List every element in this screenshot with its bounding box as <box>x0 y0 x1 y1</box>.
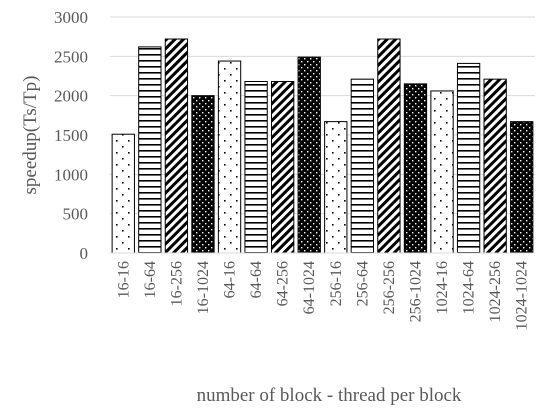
bar-1024-1024 <box>510 121 534 254</box>
bar-1024-16 <box>430 90 454 254</box>
y-tick-label: 0 <box>80 244 89 263</box>
y-axis-ticks: 0 500 1000 1500 2000 2500 3000 <box>54 8 88 263</box>
bar-1024-64 <box>456 62 481 254</box>
y-tick-label: 1500 <box>54 126 88 145</box>
y-tick-label: 500 <box>63 205 89 224</box>
bar-1024-256 <box>483 78 507 254</box>
y-tick-label: 2000 <box>54 87 88 106</box>
y-axis-title: speedup(Ts/Tp) <box>20 76 41 195</box>
x-tick-label: 16-256 <box>168 261 185 306</box>
x-tick-label: 64-16 <box>222 261 239 298</box>
y-tick-label: 3000 <box>54 8 88 27</box>
x-axis-ticks: 16-16 16-64 16-256 16-1024 64-16 64-64 64-256 6… <box>115 261 530 330</box>
x-axis-title: number of block - thread per block <box>197 385 462 406</box>
x-tick-label: 256-16 <box>328 261 345 306</box>
x-tick-label: 1024-64 <box>461 261 478 314</box>
x-tick-label: 1024-1024 <box>514 261 531 330</box>
x-tick-label: 16-1024 <box>195 261 212 314</box>
x-tick-label: 64-256 <box>275 261 292 306</box>
x-tick-label: 256-1024 <box>407 261 424 322</box>
bar-16-64 <box>138 46 162 254</box>
bar-256-64 <box>350 78 374 254</box>
y-tick-label: 2500 <box>54 47 88 66</box>
x-tick-label: 256-64 <box>354 261 371 306</box>
bar-64-256 <box>271 81 295 254</box>
y-tick-label: 1000 <box>54 165 88 184</box>
x-tick-label: 1024-256 <box>487 261 504 322</box>
bar-256-16 <box>324 121 348 254</box>
x-tick-label: 1024-16 <box>434 261 451 314</box>
x-tick-label: 256-256 <box>381 261 398 314</box>
bar-16-1024 <box>191 95 215 254</box>
bar-64-1024 <box>297 56 321 254</box>
x-tick-label: 64-64 <box>248 261 265 298</box>
bar-16-16 <box>111 133 135 254</box>
bar-256-1024 <box>403 83 428 254</box>
x-tick-label: 16-16 <box>115 261 132 298</box>
bar-256-256 <box>377 38 401 254</box>
bar-64-16 <box>217 60 242 254</box>
bars <box>111 38 534 254</box>
x-tick-label: 16-64 <box>142 261 159 298</box>
x-tick-label: 64-1024 <box>301 261 318 314</box>
bar-64-64 <box>244 81 268 254</box>
bar-16-256 <box>164 38 189 254</box>
